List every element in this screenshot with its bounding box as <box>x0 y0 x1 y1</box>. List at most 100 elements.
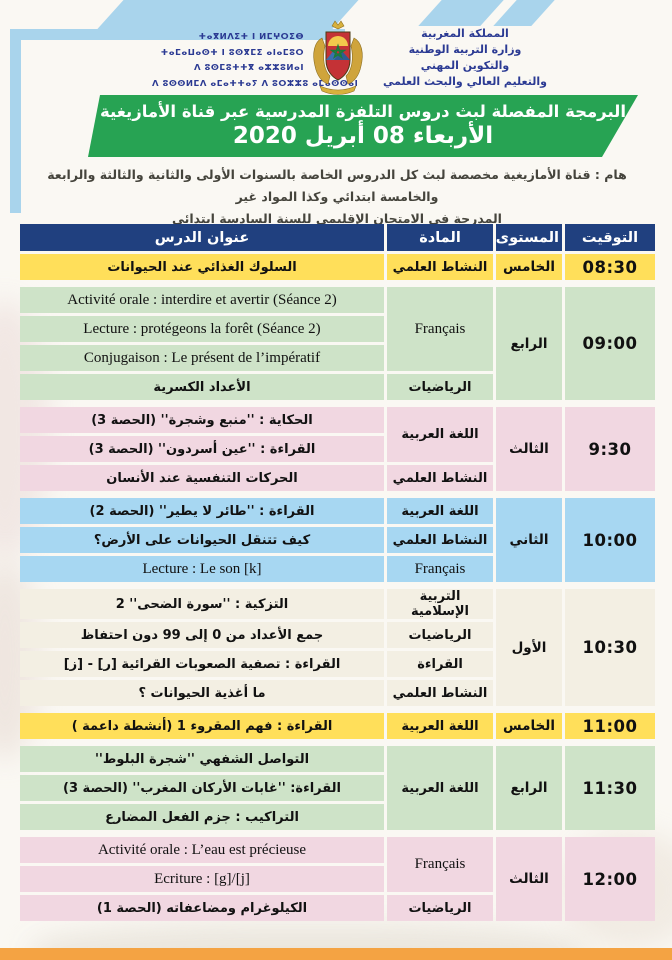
table-row: الرياضيات الأعداد الكسرية <box>20 374 655 400</box>
time-cell: 10:00 <box>565 498 655 582</box>
lesson-title-cell: Ecriture : [g]/[j] <box>20 866 384 892</box>
lesson-title-cell: السلوك الغذائي عند الحيوانات <box>20 254 384 280</box>
table-row: 09:00 الرابع Français Activité orale : inte… <box>20 287 655 400</box>
table-row: Lecture : protégeons la forêt (Séance 2) <box>20 316 655 342</box>
diagonal-stripe <box>493 0 555 26</box>
important-note: هام : قناة الأمازيغية مخصصة لبث كل الدرو… <box>18 164 656 230</box>
lesson-title-cell: ما أغذية الحيوانات ؟ <box>20 680 384 706</box>
lesson-title-cell: Activité orale : interdire et avertir (S… <box>20 287 384 313</box>
level-cell: الثالث <box>496 837 562 921</box>
block-spacer <box>20 403 655 404</box>
lesson-title-cell: Activité orale : L’eau est précieuse <box>20 837 384 863</box>
block-spacer <box>20 742 655 743</box>
block-spacer <box>20 494 655 495</box>
lesson-title-cell: Lecture : Le son [k] <box>20 556 384 582</box>
lesson-title-cell: الكيلوغرام ومضاعفاته (الحصة 1) <box>20 895 384 921</box>
subject-cell: النشاط العلمي <box>387 527 493 553</box>
lesson-title-cell: القراءة : ''طائر لا يطير'' (الحصة 2) <box>20 498 384 524</box>
lesson-title-cell: التواصل الشفهي ''شجرة البلوط'' <box>20 746 384 772</box>
block-spacer <box>20 283 655 284</box>
table-row: 12:00 الثالث Français Activité orale : L’ea… <box>20 837 655 921</box>
table-row: القراءة: ''غابات الأركان المغرب'' (الحصة… <box>20 775 655 801</box>
moroccan-coat-of-arms-icon <box>313 20 363 95</box>
subject-cell: Français <box>387 837 493 892</box>
ministry-line: المملكة المغربية <box>421 27 509 40</box>
header-time: التوقيت <box>565 224 655 251</box>
header-subject: المادة <box>387 224 493 251</box>
block-spacer <box>20 709 655 710</box>
level-cell: الثالث <box>496 407 562 491</box>
subject-cell: اللغة العربية <box>387 713 493 739</box>
subject-cell: القراءة <box>387 651 493 677</box>
table-row: 10:30 الأول التربية الإسلامية التزكية : ''س… <box>20 589 655 706</box>
subject-cell: الرياضيات <box>387 374 493 400</box>
table-row: النشاط العلمي الحركات التنفسية عند الأنسا… <box>20 465 655 491</box>
level-cell: الخامس <box>496 713 562 739</box>
tifinagh-line: ⴷ ⵓⵙⵎⵓⵜⵜⴳ ⴰⵣⵣⵓⵍⴰⵏ <box>194 63 304 74</box>
lesson-title-cell: التزكية : ''سورة الضحى'' 2 <box>20 589 384 619</box>
ministry-line: والتعليم العالي والبحث العلمي <box>383 74 547 88</box>
subject-cell: الرياضيات <box>387 895 493 921</box>
banner-title: البرمجة المفصلة لبث دروس التلفزة المدرسي… <box>99 102 627 121</box>
subject-cell: Français <box>387 556 493 582</box>
lesson-title-cell: القراءة: ''غابات الأركان المغرب'' (الحصة… <box>20 775 384 801</box>
table-row: الرياضيات جمع الأعداد من 0 إلى 99 دون احت… <box>20 622 655 648</box>
table-row: التراكيب : جزم الفعل المضارع <box>20 804 655 830</box>
note-line: هام : قناة الأمازيغية مخصصة لبث كل الدرو… <box>47 167 627 204</box>
time-cell: 11:00 <box>565 713 655 739</box>
table-row: النشاط العلمي كيف تتنقل الحيوانات على الأ… <box>20 527 655 553</box>
lesson-title-cell: القراءة : فهم المقروء 1 (أنشطة داعمة ) <box>20 713 384 739</box>
level-cell: الرابع <box>496 746 562 830</box>
level-cell: الرابع <box>496 287 562 400</box>
tifinagh-line: ⴷ ⵓⵙⵙⵍⵎⴷ ⴰⵎⴰⵜⵜⴰⵢ ⴷ ⵓⵔⵣⵣⵓ ⴰⵎⴰⵙⵙⴰⵏ <box>152 79 359 90</box>
time-cell: 10:30 <box>565 589 655 706</box>
title-banner: البرمجة المفصلة لبث دروس التلفزة المدرسي… <box>88 95 638 157</box>
lesson-title-cell: القراءة : تصفية الصعوبات القرائية [ر] - … <box>20 651 384 677</box>
time-cell: 12:00 <box>565 837 655 921</box>
block-spacer <box>20 833 655 834</box>
header-level: المستوى <box>496 224 562 251</box>
schedule-table: التوقيت المستوى المادة عنوان الدرس 08:30… <box>17 221 658 924</box>
tifinagh-line: ⵜⴰⴳⵍⴷⵉⵜ ⵏ ⵍⵎⵖⵔⵉⴱ <box>198 32 304 42</box>
subject-cell: التربية الإسلامية <box>387 589 493 619</box>
subject-cell: النشاط العلمي <box>387 254 493 280</box>
time-cell: 11:30 <box>565 746 655 830</box>
lesson-title-cell: كيف تتنقل الحيوانات على الأرض؟ <box>20 527 384 553</box>
lesson-title-cell: الحركات التنفسية عند الأنسان <box>20 465 384 491</box>
time-cell: 9:30 <box>565 407 655 491</box>
lesson-title-cell: Conjugaison : Le présent de l’impératif <box>20 345 384 371</box>
block-spacer <box>20 585 655 586</box>
time-cell: 08:30 <box>565 254 655 280</box>
ministry-line: وزارة التربية الوطنية <box>408 42 522 56</box>
table-row: 10:00 الثاني اللغة العربية القراءة : ''طائر… <box>20 498 655 582</box>
level-cell: الخامس <box>496 254 562 280</box>
lesson-title-cell: Lecture : protégeons la forêt (Séance 2) <box>20 316 384 342</box>
tifinagh-line: ⵜⴰⵎⴰⵡⴰⵙⵜ ⵏ ⵓⵙⴳⵎⵉ ⴰⵏⴰⵎⵓⵔ <box>160 47 304 58</box>
lesson-title-cell: القراءة : ''عين أسردون'' (الحصة 3) <box>20 436 384 462</box>
frame-left-bar <box>10 29 21 213</box>
table-row: 11:30 الرابع اللغة العربية التواصل الشفهي '… <box>20 746 655 830</box>
table-row: النشاط العلمي ما أغذية الحيوانات ؟ <box>20 680 655 706</box>
ministry-line: والتكوين المهني <box>420 58 510 72</box>
diagonal-stripe <box>418 0 504 26</box>
table-row: الرياضيات الكيلوغرام ومضاعفاته (الحصة 1) <box>20 895 655 921</box>
table-row: 11:00 الخامس اللغة العربية القراءة : فهم ال… <box>20 713 655 739</box>
level-cell: الثاني <box>496 498 562 582</box>
note-line: المدرجة في الامتحان الإقليمي للسنة الساد… <box>172 210 502 226</box>
time-cell: 09:00 <box>565 287 655 400</box>
subject-cell: اللغة العربية <box>387 407 493 462</box>
frame-top-bar <box>10 29 345 40</box>
level-cell: الأول <box>496 589 562 706</box>
subject-cell: اللغة العربية <box>387 746 493 830</box>
ministry-name-arabic: المملكة المغربية وزارة التربية الوطنية و… <box>372 26 558 90</box>
subject-cell: النشاط العلمي <box>387 465 493 491</box>
header-lesson-title: عنوان الدرس <box>20 224 384 251</box>
ministry-name-tifinagh: ⵜⴰⴳⵍⴷⵉⵜ ⵏ ⵍⵎⵖⵔⵉⴱ ⵜⴰⵎⴰⵡⴰⵙⵜ ⵏ ⵓⵙⴳⵎⵉ ⴰⵏⴰⵎⵓⵔ… <box>152 30 359 93</box>
lesson-title-cell: الحكاية : ''منبع وشجرة'' (الحصة 3) <box>20 407 384 433</box>
table-row: القراءة : ''عين أسردون'' (الحصة 3) <box>20 436 655 462</box>
subject-cell: النشاط العلمي <box>387 680 493 706</box>
table-row: Français Lecture : Le son [k] <box>20 556 655 582</box>
table-header-row: التوقيت المستوى المادة عنوان الدرس <box>20 224 655 251</box>
table-row: القراءة القراءة : تصفية الصعوبات القرائية… <box>20 651 655 677</box>
